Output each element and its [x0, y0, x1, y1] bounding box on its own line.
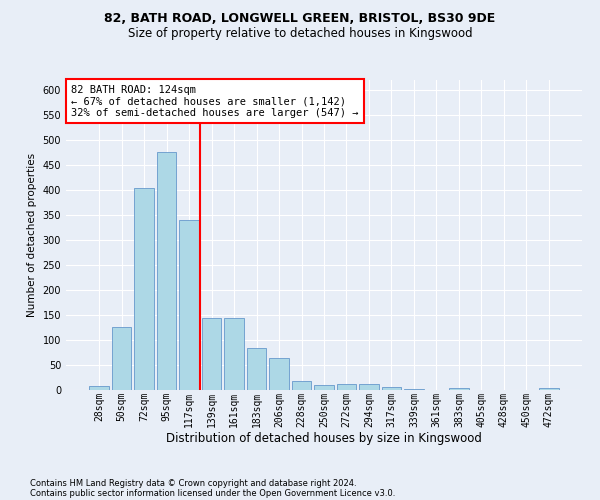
Bar: [89, 386, 109, 390]
Bar: [382, 387, 401, 390]
Text: Size of property relative to detached houses in Kingswood: Size of property relative to detached ho…: [128, 28, 472, 40]
Bar: [449, 388, 469, 390]
Bar: [404, 388, 424, 390]
Bar: [202, 318, 221, 390]
Bar: [314, 385, 334, 390]
Bar: [112, 326, 131, 390]
Bar: [247, 348, 266, 390]
Text: 82, BATH ROAD, LONGWELL GREEN, BRISTOL, BS30 9DE: 82, BATH ROAD, LONGWELL GREEN, BRISTOL, …: [104, 12, 496, 26]
Y-axis label: Number of detached properties: Number of detached properties: [27, 153, 37, 317]
Bar: [269, 358, 289, 390]
Text: Contains public sector information licensed under the Open Government Licence v3: Contains public sector information licen…: [30, 488, 395, 498]
Bar: [359, 384, 379, 390]
Bar: [337, 384, 356, 390]
Bar: [179, 220, 199, 390]
Bar: [539, 388, 559, 390]
Text: Contains HM Land Registry data © Crown copyright and database right 2024.: Contains HM Land Registry data © Crown c…: [30, 478, 356, 488]
Bar: [292, 381, 311, 390]
Text: 82 BATH ROAD: 124sqm
← 67% of detached houses are smaller (1,142)
32% of semi-de: 82 BATH ROAD: 124sqm ← 67% of detached h…: [71, 84, 359, 118]
X-axis label: Distribution of detached houses by size in Kingswood: Distribution of detached houses by size …: [166, 432, 482, 445]
Bar: [224, 318, 244, 390]
Bar: [157, 152, 176, 390]
Bar: [134, 188, 154, 390]
